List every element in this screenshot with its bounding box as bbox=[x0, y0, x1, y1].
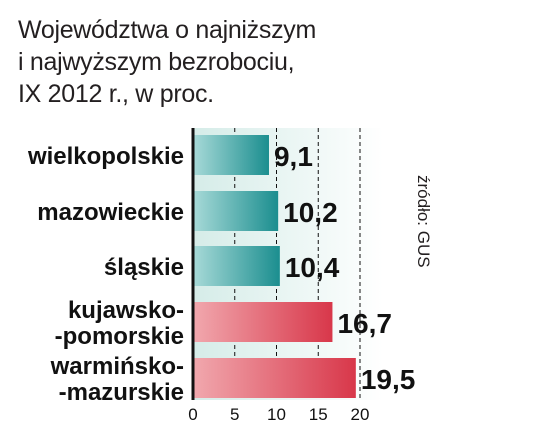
bar-2 bbox=[193, 246, 280, 286]
category-label-4-1: -mazurskie bbox=[59, 379, 184, 406]
value-label-1: 10,2 bbox=[283, 197, 338, 228]
value-label-0: 9,1 bbox=[274, 141, 313, 172]
category-label-0-0: wielkopolskie bbox=[27, 143, 184, 170]
category-label-1-0: mazowieckie bbox=[37, 199, 184, 226]
bars bbox=[193, 135, 356, 398]
title-line-2: i najwyższym bezrobociu, bbox=[18, 48, 295, 76]
category-labels: wielkopolskie mazowieckie śląskie kujawsko-… bbox=[27, 143, 184, 406]
value-label-4: 19,5 bbox=[361, 364, 416, 395]
x-tick-label-3: 15 bbox=[309, 405, 328, 424]
value-label-3: 16,7 bbox=[337, 308, 392, 339]
x-tick-label-1: 5 bbox=[230, 405, 239, 424]
chart-title: Województwa o najniższym i najwyższym be… bbox=[18, 14, 316, 110]
x-tick-label-0: 0 bbox=[188, 405, 197, 424]
source-note: źródło: GUS bbox=[414, 175, 433, 268]
title-line-1: Województwa o najniższym bbox=[18, 16, 317, 44]
value-labels: 9,1 10,2 10,4 16,7 19,5 bbox=[274, 141, 415, 395]
bar-3 bbox=[193, 302, 333, 342]
x-axis-ticks: 0 5 10 15 20 bbox=[188, 405, 369, 424]
bar-0 bbox=[193, 135, 269, 175]
category-label-2-0: śląskie bbox=[104, 254, 184, 281]
value-label-2: 10,4 bbox=[285, 252, 340, 283]
bar-4 bbox=[193, 358, 356, 398]
category-label-3-0: kujawsko- bbox=[68, 297, 184, 324]
category-label-3-1: -pomorskie bbox=[55, 323, 184, 350]
title-line-3: IX 2012 r., w proc. bbox=[18, 80, 214, 108]
x-tick-label-2: 10 bbox=[267, 405, 286, 424]
category-label-4-0: warmińsko- bbox=[50, 353, 184, 380]
x-tick-label-4: 20 bbox=[351, 405, 370, 424]
bar-1 bbox=[193, 191, 279, 231]
